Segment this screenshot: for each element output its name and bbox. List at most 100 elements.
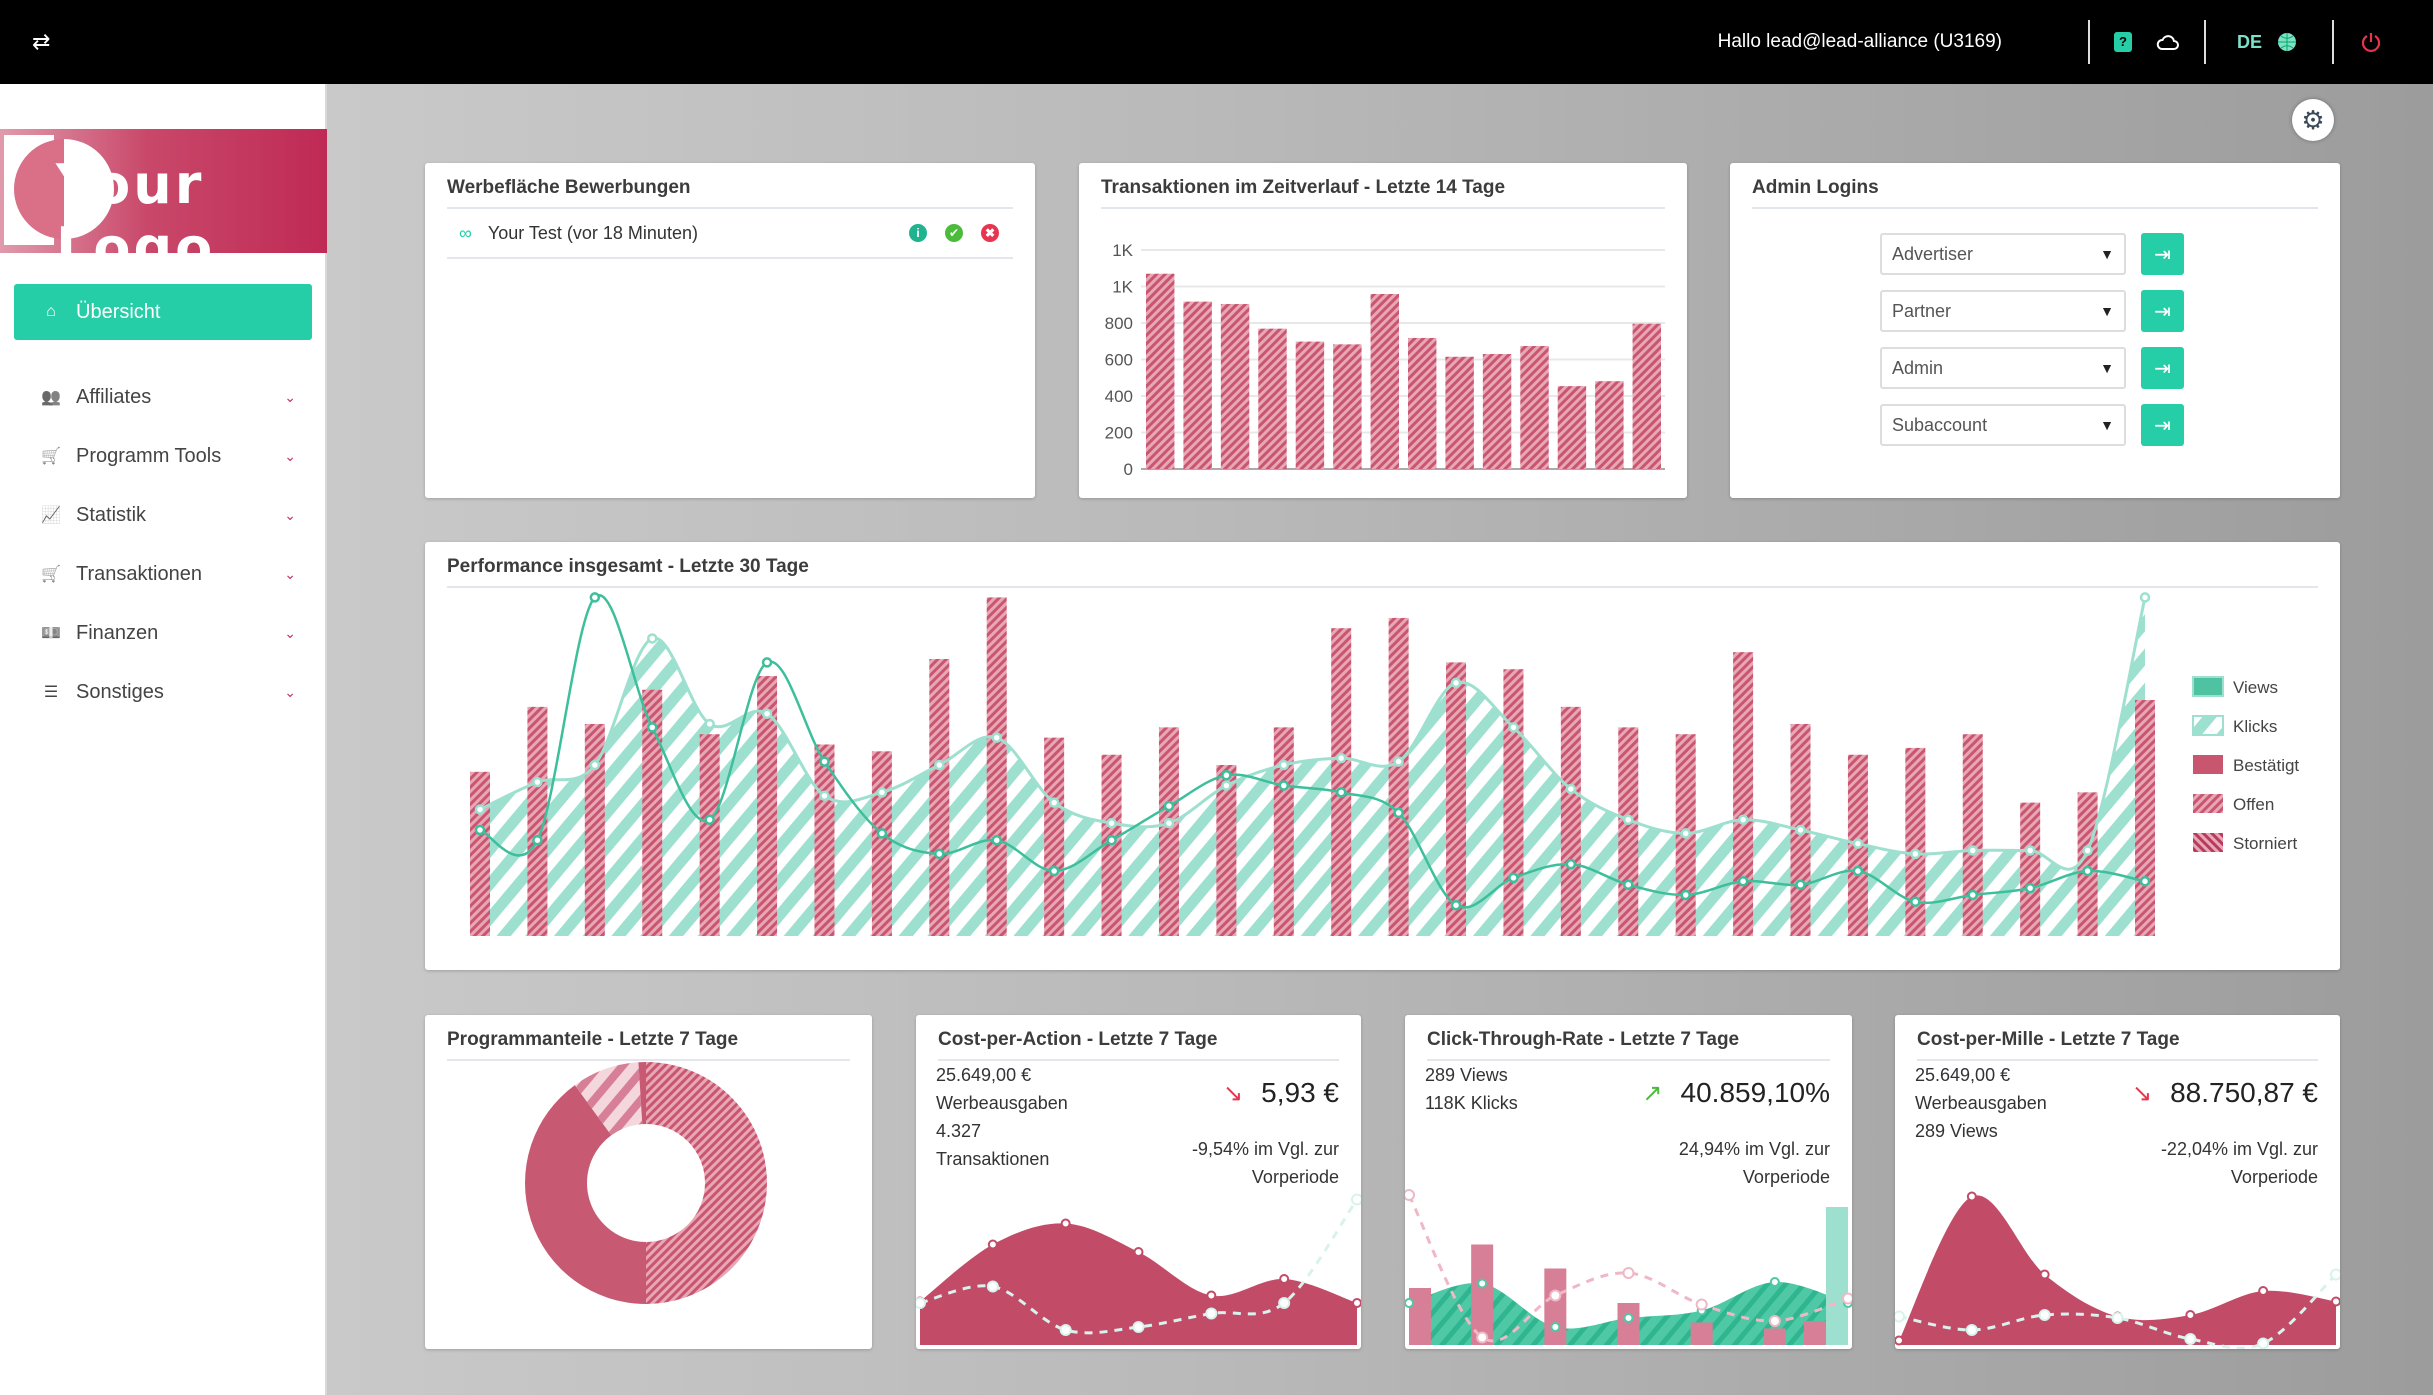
card-title: Cost-per-Mille - Letzte 7 Tage <box>1917 1029 2180 1050</box>
offen-bar <box>2077 792 2098 936</box>
login-icon: ⇥ <box>2154 414 2171 437</box>
donut-slice <box>574 1062 643 1136</box>
info-icon[interactable]: i <box>909 224 927 242</box>
logo[interactable]: Your Logo <box>0 129 327 253</box>
sidebar-item-transaktionen[interactable]: 🛒 Transaktionen ⌄ <box>14 546 312 602</box>
chevron-down-icon: ⌄ <box>284 506 296 523</box>
globe-icon[interactable] <box>2277 0 2297 84</box>
line-point <box>1405 1189 1415 1201</box>
sidebar-item-label: Affiliates <box>76 385 152 408</box>
login-button[interactable]: ⇥ <box>2141 290 2184 332</box>
views-point <box>934 848 945 860</box>
trend-down-icon: ↘ <box>2131 1079 2153 1107</box>
bar <box>1826 1207 1848 1345</box>
user-greeting[interactable]: Hallo lead@lead-alliance (U3169) <box>1717 31 2002 52</box>
spend-label: Werbeausgaben <box>1915 1093 2047 1113</box>
cart-icon: 🛒 <box>41 448 61 465</box>
kpi-compare: -22,04% im Vgl. zur Vorperiode <box>2160 1139 2318 1187</box>
y-tick-label: 800 <box>1105 314 1133 333</box>
chevron-down-icon: ⌄ <box>284 565 296 582</box>
views-point <box>761 657 773 668</box>
area-point <box>1477 1278 1488 1289</box>
approve-icon[interactable]: ✔ <box>945 224 963 242</box>
trend-up-icon: ↗ <box>1642 1079 1663 1107</box>
sidebar-item-finanzen[interactable]: 💵 Finanzen ⌄ <box>14 605 312 661</box>
sidebar-item-affiliates[interactable]: 👥 Affiliates ⌄ <box>14 369 312 425</box>
login-button[interactable]: ⇥ <box>2141 404 2184 446</box>
klicks-point <box>934 759 945 771</box>
top-bar: ⇄ Hallo lead@lead-alliance (U3169) ? DE <box>0 0 2433 84</box>
views-point <box>1048 865 1060 877</box>
admin-select-subaccount[interactable]: Subaccount ▼ <box>1880 404 2126 446</box>
legend-swatch <box>2193 794 2223 813</box>
sidebar-item-übersicht[interactable]: ⌂ Übersicht <box>14 284 312 340</box>
performance-chart-card: Performance insgesamt - Letzte 30 Tage V… <box>425 542 2340 970</box>
settings-button[interactable]: ⚙ <box>2292 99 2334 141</box>
klicks-point <box>991 732 1002 743</box>
y-tick-label: 200 <box>1105 424 1133 443</box>
transactions-chart-card: Transaktionen im Zeitverlauf - Letzte 14… <box>1079 163 1687 498</box>
views-point <box>2139 876 2151 887</box>
swap-arrows-icon[interactable]: ⇄ <box>32 29 51 54</box>
cpm-sparkline <box>1895 1191 2340 1349</box>
item-text: Your Test (vor 18 Minuten) <box>487 222 698 243</box>
klicks-point <box>1335 752 1347 764</box>
bar <box>1370 293 1399 469</box>
bar <box>1295 341 1325 469</box>
spend-area <box>920 1223 1357 1345</box>
cloud-icon[interactable] <box>2156 0 2180 84</box>
sidebar-item-label: Übersicht <box>76 300 161 323</box>
legend-swatch <box>2193 833 2223 852</box>
legend-swatch <box>2192 715 2224 736</box>
chevron-down-icon: ▼ <box>2100 303 2114 319</box>
offen-bar <box>986 597 1007 936</box>
language-selector[interactable]: DE <box>2237 31 2263 52</box>
reject-icon[interactable]: ✖ <box>981 224 999 242</box>
views-point <box>646 722 658 733</box>
legend-label: Bestätigt <box>2233 756 2299 775</box>
bar <box>1445 356 1474 469</box>
sidebar-item-sonstiges[interactable]: ☰ Sonstiges ⌄ <box>14 664 312 720</box>
klicks-point <box>1450 677 1462 689</box>
klicks-point <box>1680 828 1691 839</box>
klicks-point <box>1910 848 1921 860</box>
ctr-sparkline <box>1405 1189 1852 1345</box>
card-title: Admin Logins <box>1752 177 1879 198</box>
bar <box>1409 1288 1431 1345</box>
klicks-point <box>761 708 773 719</box>
help-icon[interactable]: ? <box>2114 0 2132 84</box>
donut-slice <box>525 1085 646 1304</box>
chevron-down-icon: ▼ <box>2100 417 2114 433</box>
offen-bar <box>1560 706 1581 936</box>
sidebar-item-statistik[interactable]: 📈 Statistik ⌄ <box>14 487 312 543</box>
bar <box>1183 301 1212 469</box>
line-point <box>1965 1324 1978 1336</box>
kpi-value: 40.859,10% <box>1680 1077 1830 1108</box>
sidebar-item-programm-tools[interactable]: 🛒 Programm Tools ⌄ <box>14 428 312 484</box>
bar <box>1482 354 1512 469</box>
admin-select-advertiser[interactable]: Advertiser ▼ <box>1880 233 2126 275</box>
login-button[interactable]: ⇥ <box>2141 347 2184 389</box>
sidebar: Your Logo ⌂ Übersicht 👥 Affiliates ⌄ 🛒 Program… <box>0 84 327 1395</box>
werbeflaeche-card: Werbefläche Bewerbungen ∞ Your Test (vor… <box>425 163 1035 498</box>
klicks-point <box>1106 817 1117 829</box>
sidebar-item-label: Sonstiges <box>76 680 164 703</box>
klicks-point <box>589 759 601 771</box>
admin-select-partner[interactable]: Partner ▼ <box>1880 290 2126 332</box>
bar <box>1544 1268 1567 1345</box>
klicks-point <box>1623 814 1634 825</box>
views-point <box>2082 865 2093 877</box>
admin-select-admin[interactable]: Admin ▼ <box>1880 347 2126 389</box>
card-title: Werbefläche Bewerbungen <box>447 177 691 198</box>
cart-icon: 🛒 <box>41 566 61 583</box>
views-point <box>1508 872 1519 884</box>
area-point <box>1895 1335 1904 1346</box>
list-item[interactable]: ∞ Your Test (vor 18 Minuten) i ✔ ✖ <box>447 209 1013 259</box>
login-button[interactable]: ⇥ <box>2141 233 2184 275</box>
gear-icon: ⚙ <box>2301 104 2325 135</box>
line-point <box>1895 1310 1905 1323</box>
chevron-down-icon: ⌄ <box>284 624 296 641</box>
area-point <box>1060 1218 1071 1229</box>
offen-bar <box>699 734 720 936</box>
power-icon[interactable] <box>2360 0 2382 84</box>
